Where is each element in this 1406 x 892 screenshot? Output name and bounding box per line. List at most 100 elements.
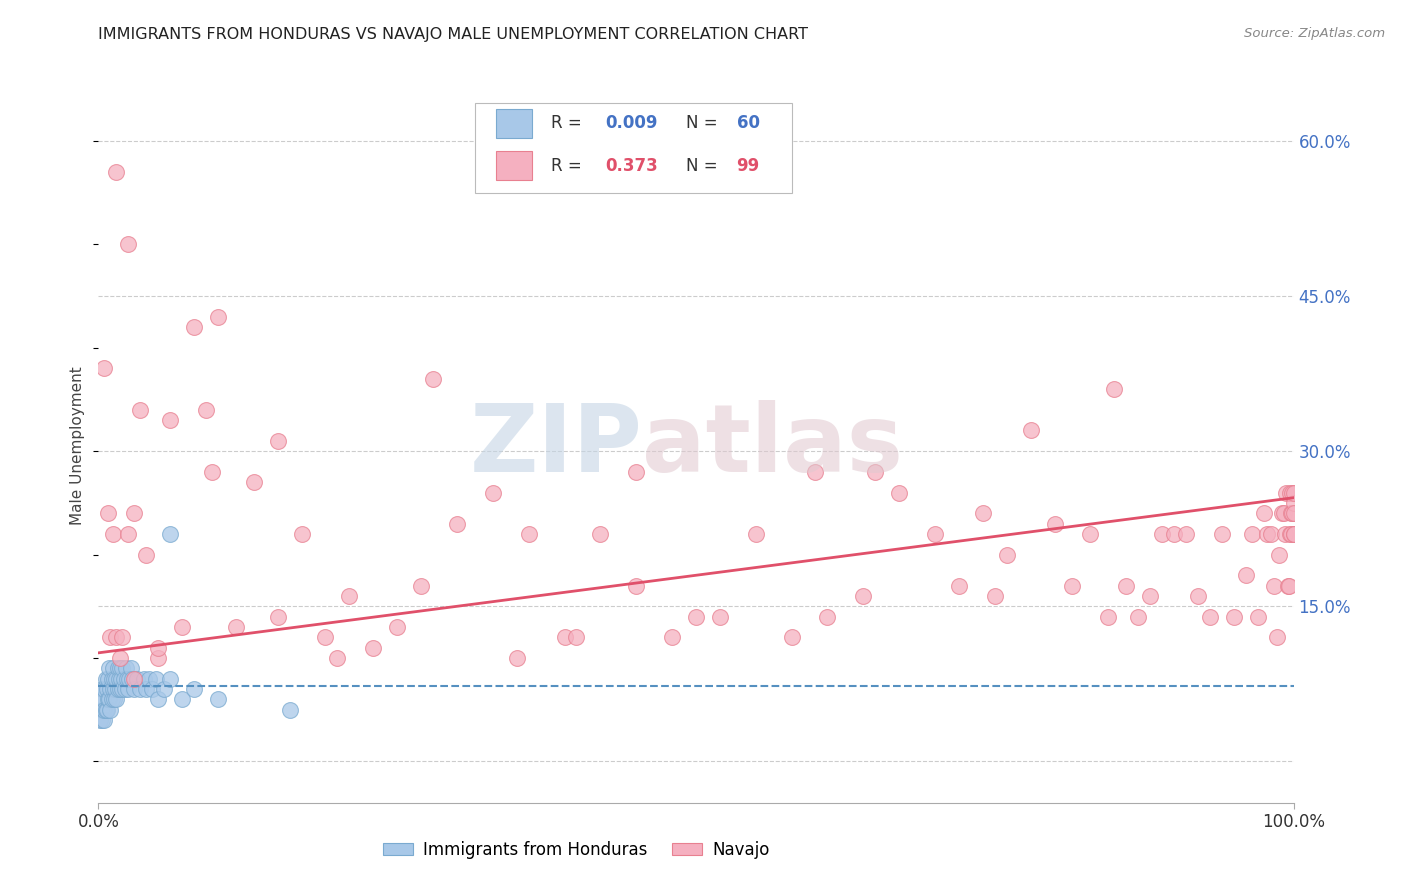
Point xyxy=(745,527,768,541)
Point xyxy=(112,672,135,686)
Point xyxy=(118,672,141,686)
Point xyxy=(98,661,121,675)
Point xyxy=(141,681,163,696)
Text: 60: 60 xyxy=(737,114,759,132)
Point xyxy=(93,681,115,696)
Text: ZIP: ZIP xyxy=(470,400,643,492)
Point xyxy=(91,703,114,717)
Text: 0.373: 0.373 xyxy=(605,157,658,175)
Point xyxy=(110,672,132,686)
Point xyxy=(517,527,540,541)
Point xyxy=(172,692,194,706)
Point xyxy=(385,620,409,634)
Point xyxy=(101,661,124,675)
Point xyxy=(93,361,115,376)
Point xyxy=(804,465,827,479)
Point xyxy=(1279,506,1302,520)
Point xyxy=(1019,424,1042,438)
Point xyxy=(98,630,122,644)
Point xyxy=(1282,506,1305,520)
Point xyxy=(852,589,875,603)
Y-axis label: Male Unemployment: Male Unemployment xyxy=(70,367,86,525)
Point xyxy=(105,692,128,706)
Point xyxy=(709,609,731,624)
Point xyxy=(1277,579,1299,593)
Point xyxy=(267,609,290,624)
Point xyxy=(278,703,301,717)
Point xyxy=(1128,609,1150,624)
Point xyxy=(117,237,139,252)
Point xyxy=(1274,527,1296,541)
Point xyxy=(105,165,128,179)
Point xyxy=(103,672,125,686)
Point xyxy=(125,672,148,686)
Point xyxy=(90,692,112,706)
Point xyxy=(1260,527,1282,541)
Point xyxy=(145,672,167,686)
Point xyxy=(339,589,360,603)
Point xyxy=(1080,527,1102,541)
Point xyxy=(135,681,157,696)
Point xyxy=(972,506,994,520)
Point xyxy=(661,630,683,644)
Point xyxy=(1265,630,1288,644)
Point xyxy=(1263,579,1285,593)
Point xyxy=(135,548,157,562)
Point xyxy=(422,372,444,386)
Point xyxy=(124,681,146,696)
Point xyxy=(1256,527,1278,541)
Point xyxy=(626,465,648,479)
Point xyxy=(1187,589,1209,603)
Point xyxy=(1282,527,1305,541)
Point xyxy=(98,703,122,717)
Point xyxy=(121,672,143,686)
Point xyxy=(93,703,115,717)
Point xyxy=(1272,506,1295,520)
Point xyxy=(207,692,229,706)
FancyBboxPatch shape xyxy=(496,152,533,180)
Point xyxy=(1281,506,1303,520)
Point xyxy=(948,579,970,593)
Point xyxy=(554,630,576,644)
Point xyxy=(1246,609,1268,624)
Point xyxy=(107,661,129,675)
Point xyxy=(924,527,946,541)
Point xyxy=(108,651,131,665)
Point xyxy=(183,681,205,696)
Point xyxy=(105,630,128,644)
Text: R =: R = xyxy=(551,114,588,132)
Text: atlas: atlas xyxy=(643,400,903,492)
Point xyxy=(1198,609,1220,624)
Point xyxy=(506,651,529,665)
Point xyxy=(1240,527,1263,541)
Point xyxy=(1062,579,1084,593)
Point xyxy=(91,692,114,706)
Point xyxy=(411,579,433,593)
Point xyxy=(1281,485,1303,500)
Point xyxy=(1282,485,1305,500)
Point xyxy=(685,609,707,624)
Point xyxy=(1097,609,1119,624)
Point xyxy=(98,692,121,706)
Point xyxy=(98,681,122,696)
Point xyxy=(108,681,131,696)
Point xyxy=(108,661,131,675)
Point xyxy=(243,475,266,490)
Point xyxy=(129,681,152,696)
Point xyxy=(863,465,887,479)
Point xyxy=(291,527,314,541)
Point xyxy=(1211,527,1233,541)
Point xyxy=(129,402,152,417)
Point xyxy=(153,681,176,696)
Point xyxy=(1222,609,1246,624)
Point xyxy=(1282,496,1305,510)
Point xyxy=(889,485,911,500)
Point xyxy=(172,620,194,634)
Legend: Immigrants from Honduras, Navajo: Immigrants from Honduras, Navajo xyxy=(377,835,776,866)
Point xyxy=(138,672,160,686)
FancyBboxPatch shape xyxy=(475,103,792,193)
Point xyxy=(96,703,118,717)
Point xyxy=(326,651,349,665)
Point xyxy=(481,485,505,500)
Point xyxy=(91,681,114,696)
